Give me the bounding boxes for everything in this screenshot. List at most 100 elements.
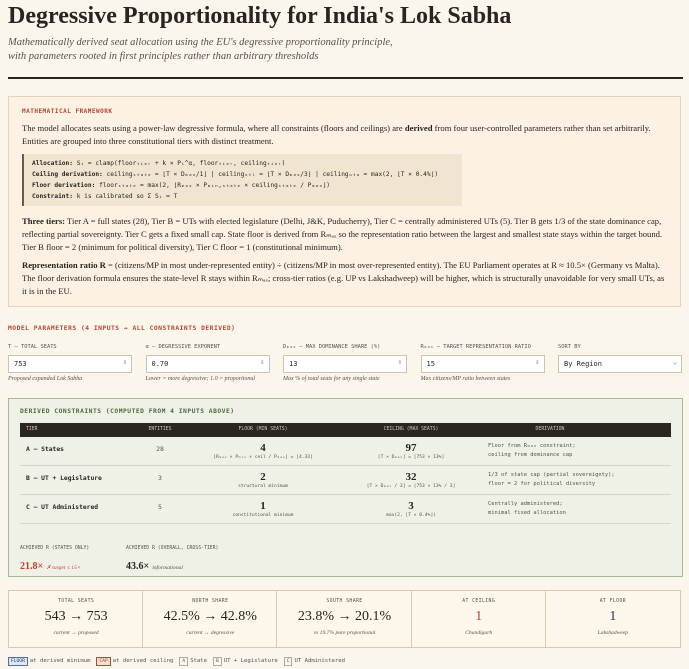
achieved-value: 21.8× xyxy=(20,561,44,572)
achieved-note: ✗ target ≤ 15× xyxy=(46,565,81,571)
formula-line: Floor derivation: floorₛₜₐₜₑ = max(2, ⌊R… xyxy=(32,180,454,191)
field-label: Dₘₐₓ — MAX DOMINANCE SHARE (%) xyxy=(283,344,381,350)
formula-term: Allocation: xyxy=(32,160,73,167)
entity-count: 28 xyxy=(156,445,164,453)
subtitle: Mathematically derived seat allocation u… xyxy=(8,37,393,48)
column-header: CEILING (MAX SEATS) xyxy=(383,427,439,432)
term: Representation ratio R xyxy=(22,260,106,270)
formula-block: Allocation: Sᵢ = clamp(floorₜᵢₑᵣ + k × P… xyxy=(22,154,462,206)
input-value: 0.70 xyxy=(151,360,169,368)
summary-value: 23.8% → 20.1% xyxy=(297,609,392,624)
number-input[interactable]: 13 ⇕ xyxy=(283,355,407,373)
summary-note: current → degressive xyxy=(186,630,235,636)
legend-text: UT Administered xyxy=(294,658,346,664)
derivation-line: Centrally administered; xyxy=(488,501,563,507)
floor-note: ⌊Rₘₐₓ × Pₘᵢₙ × ceil / Pₘₐₓ⌋ = ⌊4.33⌋ xyxy=(213,455,313,460)
formula-text: Sᵢ = clamp(floorₜᵢₑᵣ + k × Pᵢ^α, floorₜᵢ… xyxy=(72,160,286,167)
spinner: ⌄ xyxy=(672,358,677,366)
summary-value: 1 xyxy=(475,609,483,624)
section-label: MATHEMATICAL FRAMEWORK xyxy=(22,108,113,115)
formula-term: Floor derivation: xyxy=(32,182,96,189)
tier-name: C — UT Administered xyxy=(26,504,99,511)
intro-part: derived xyxy=(404,123,433,133)
legend-badge: FLOOR xyxy=(8,656,28,666)
summary-label: NORTH SHARE xyxy=(192,599,229,604)
number-input[interactable]: 0.70 ⇕ xyxy=(145,355,270,373)
constraints-panel: DERIVED CONSTRAINTS (COMPUTED FROM 4 INP… xyxy=(8,398,683,577)
text: = (citizens/MP in most under-represented… xyxy=(22,260,665,296)
legend-text: at derived minimum xyxy=(29,658,91,664)
legend-item: B UT + Legislature xyxy=(213,656,278,666)
ratio-text: Representation ratio R = (citizens/MP in… xyxy=(22,259,670,298)
tier-name: B — UT + Legislature xyxy=(26,475,102,482)
legend-badge: A xyxy=(179,656,189,666)
summary-card: TOTAL SEATS 543 → 753 current → proposed xyxy=(9,591,144,647)
legend-badge: C xyxy=(283,656,293,666)
formula-term: Constraint: xyxy=(32,193,73,200)
summary-note: Chandigarh xyxy=(465,630,493,636)
summary-note: current → proposed xyxy=(53,630,99,636)
legend-text: UT + Legislature xyxy=(223,658,278,664)
term: Three tiers: xyxy=(22,216,66,226)
page-title: Degressive Proportionality for India's L… xyxy=(8,3,512,29)
legend-text: State xyxy=(190,658,208,664)
legend-item: A State xyxy=(179,656,208,666)
floor-value: 1 xyxy=(260,500,266,512)
summary-label: SOUTH SHARE xyxy=(326,599,363,604)
text: Tier A = full states (28), Tier B = UTs … xyxy=(22,216,663,252)
summary-value: 543 → 753 xyxy=(44,609,108,624)
ceiling-note: ⌊T × Dₘₐₓ / 3⌋ = ⌊753 × 13% / 3⌋ xyxy=(366,484,456,489)
legend: FLOOR at derived minimum CAP at derived cei… xyxy=(8,656,345,666)
formula-line: Allocation: Sᵢ = clamp(floorₜᵢₑᵣ + k × P… xyxy=(32,158,454,169)
table-row: B — UT + Legislature 3 2 structural minimum… xyxy=(20,466,671,495)
number-input[interactable]: 753 ⇕ xyxy=(8,355,132,373)
derivation-line: Floor from Rₘₐₓ constraint; xyxy=(488,443,576,449)
summary-label: AT CEILING xyxy=(462,599,496,604)
summary-card: NORTH SHARE 42.5% → 42.8% current → degres… xyxy=(143,591,278,647)
field-help: Proposed expanded Lok Sabha xyxy=(8,376,83,382)
summary-value: 1 xyxy=(609,609,617,624)
section-label: MODEL PARAMETERS (4 INPUTS → ALL CONSTRA… xyxy=(8,325,236,332)
sort-select[interactable]: By Region ⌄ xyxy=(558,355,682,373)
tiers-text: Three tiers: Tier A = full states (28), … xyxy=(22,215,670,254)
entity-count: 5 xyxy=(158,503,162,511)
summary-note: vs 19.7% pure proportional xyxy=(313,630,376,636)
ceiling-value: 3 xyxy=(408,500,414,512)
floor-value: 2 xyxy=(260,471,266,483)
intro-part: The model allocates seats using a power-… xyxy=(22,123,405,133)
input-value: By Region xyxy=(564,360,602,368)
input-value: 15 xyxy=(426,360,435,368)
formula-text: floorₛₜₐₜₑ = max(2, ⌊Rₘₐₓ × Pₘᵢₙ,ₛₜₐₜₑ ×… xyxy=(95,182,331,189)
legend-text: at derived ceiling xyxy=(112,658,174,664)
field-help: Lower = more degressive; 1.0 = proportio… xyxy=(145,376,256,382)
achieved-label: ACHIEVED R (OVERALL, CROSS-TIER) xyxy=(126,546,219,551)
input-value: 13 xyxy=(289,360,298,368)
spinner: ⇕ xyxy=(535,358,540,366)
spinner: ⇕ xyxy=(260,358,265,366)
number-input[interactable]: 15 ⇕ xyxy=(420,355,545,373)
ceiling-value: 97 xyxy=(405,442,417,454)
constraints-table: TIER ENTITIES FLOOR (MIN SEATS) CEILING (MA… xyxy=(20,423,671,531)
field-label: T — TOTAL SEATS xyxy=(8,344,57,350)
summary-card: SOUTH SHARE 23.8% → 20.1% vs 19.7% pure pr… xyxy=(277,591,412,647)
formula-line: Constraint: k is calibrated so Σ Sᵢ = T xyxy=(32,191,454,202)
achieved-row: 21.8× ✗ target ≤ 15× xyxy=(20,556,81,574)
legend-item: CAP at derived ceiling xyxy=(96,656,174,666)
field-help: Max % of total seats for any single stat… xyxy=(283,376,380,382)
intro-text: The model allocates seats using a power-… xyxy=(22,122,667,148)
field-label: α — DEGRESSIVE EXPONENT xyxy=(145,344,221,350)
ceiling-note: max(2, ⌊T × 0.4%⌋) xyxy=(386,513,436,518)
spinner: ⇕ xyxy=(122,358,127,366)
derivation-line: 1/3 of state cap (partial sovereignty); xyxy=(488,472,615,478)
summary-card: AT CEILING 1 Chandigarh xyxy=(412,591,546,647)
derivation-line: ceiling from dominance cap xyxy=(488,452,573,458)
floor-note: constitutional minimum xyxy=(232,513,294,518)
summary-panel: TOTAL SEATS 543 → 753 current → proposed NO… xyxy=(8,590,681,648)
achieved-note: informational xyxy=(152,565,183,571)
formula-text: k is calibrated so Σ Sᵢ = T xyxy=(72,193,178,200)
section-label: DERIVED CONSTRAINTS (COMPUTED FROM 4 INP… xyxy=(20,408,235,415)
spinner: ⇕ xyxy=(397,358,402,366)
intro-part: from four user-controlled parameters rat… xyxy=(22,123,651,146)
